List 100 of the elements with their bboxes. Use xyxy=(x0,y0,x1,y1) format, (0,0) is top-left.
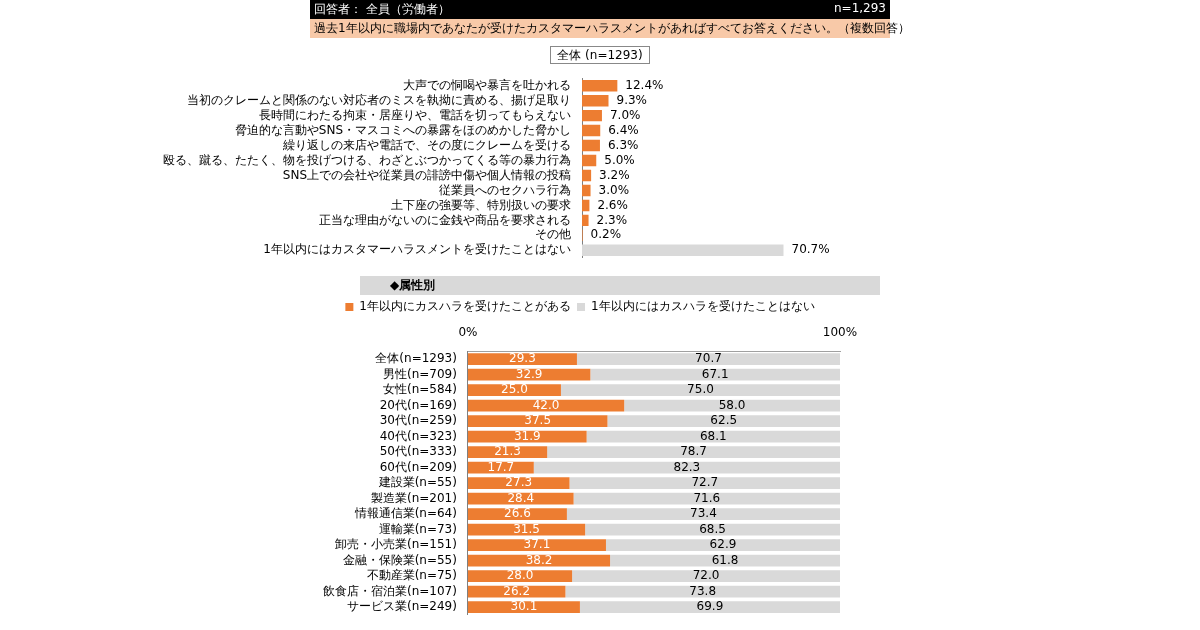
bar xyxy=(467,399,625,412)
data-label: 61.8 xyxy=(711,552,739,567)
y-tick-label: 1年以内にはカスタマーハラスメントを受けたことはない xyxy=(263,242,571,257)
y-tick-label: 従業員へのセクハラ行為 xyxy=(439,182,571,197)
y-tick-label: 長時間にわたる拘束・居座りや、電話を切ってもらえない xyxy=(259,107,571,122)
bar xyxy=(624,399,840,412)
data-label: 58.0 xyxy=(718,397,746,412)
data-label: 71.6 xyxy=(693,490,721,505)
data-label: 31.9 xyxy=(513,428,541,443)
y-tick-label: 30代(n=259) xyxy=(379,413,457,428)
data-label: 6.4% xyxy=(608,122,639,137)
bar xyxy=(582,214,589,227)
bar xyxy=(467,461,534,474)
y-tick-label: 卸売・小売業(n=151) xyxy=(334,537,457,552)
bar xyxy=(569,477,840,490)
y-tick-label: 情報通信業(n=64) xyxy=(353,506,457,521)
bar xyxy=(582,79,618,92)
y-tick-label: 正当な理由がないのに金銭や商品を要求される xyxy=(319,212,571,227)
y-tick-label: 全体(n=1293) xyxy=(375,351,457,366)
data-label: 28.0 xyxy=(506,568,534,583)
bar xyxy=(582,139,600,152)
data-label: 72.0 xyxy=(692,568,720,583)
chart-title: ◆属性別 xyxy=(360,276,880,295)
data-label: 2.6% xyxy=(597,197,628,212)
bar xyxy=(467,368,591,381)
y-tick-label: 土下座の強要等、特別扱いの要求 xyxy=(391,197,571,212)
bar xyxy=(467,430,587,443)
data-label: 27.3 xyxy=(505,475,533,490)
y-tick-label: 脅迫的な言動やSNS・マスコミへの暴露をほのめかした脅かし xyxy=(234,122,571,137)
chart-title: 全体 (n=1293) xyxy=(550,46,650,64)
bar xyxy=(585,523,840,536)
bar xyxy=(582,184,591,197)
bar xyxy=(467,446,548,459)
data-label: 62.9 xyxy=(709,537,737,552)
bar xyxy=(467,539,606,551)
bar xyxy=(467,508,567,521)
text: 回答者： 全員（労働者） xyxy=(314,1,450,18)
y-tick-label: サービス業(n=249) xyxy=(346,599,457,614)
data-label: 37.5 xyxy=(524,413,552,428)
data-label: 70.7% xyxy=(791,242,830,257)
data-label: 29.3 xyxy=(509,351,536,366)
bar xyxy=(573,492,840,505)
data-label: 7.0% xyxy=(609,107,641,122)
y-tick-label: 男性(n=709) xyxy=(382,366,457,381)
y-tick-label: 金融・保険業(n=55) xyxy=(342,552,457,567)
data-label: 73.8 xyxy=(689,583,717,598)
bar xyxy=(560,384,840,397)
bar xyxy=(533,461,840,474)
y-tick-label: SNS上での会社や従業員の誹謗中傷や個人情報の投稿 xyxy=(282,167,571,182)
data-label: 12.4% xyxy=(625,77,664,92)
data-label: 70.7 xyxy=(695,351,722,366)
y-tick-label: 飲食店・宿泊業(n=107) xyxy=(322,583,457,598)
data-label: 75.0 xyxy=(687,382,714,397)
data-label: 42.0 xyxy=(532,397,560,412)
data-label: 78.7 xyxy=(680,444,707,459)
data-label: 68.1 xyxy=(699,428,727,443)
bar xyxy=(582,94,609,107)
bar xyxy=(467,477,570,490)
data-label: 72.7 xyxy=(691,475,719,490)
data-label: 30.1 xyxy=(510,599,538,614)
bar xyxy=(582,169,592,182)
y-tick-label: 大声での恫喝や暴言を吐かれる xyxy=(403,77,571,92)
data-label: 31.5 xyxy=(513,521,540,536)
bar xyxy=(467,415,608,428)
data-label: 69.9 xyxy=(696,599,724,614)
data-label: 73.4 xyxy=(690,506,717,521)
bar xyxy=(586,430,840,443)
bar xyxy=(467,570,573,582)
bar xyxy=(467,601,580,613)
text: 過去1年以内に職場内であなたが受けたカスタマーハラスメントがあればすべてお答えください。（複数回答） xyxy=(313,20,910,37)
bar xyxy=(605,539,840,551)
bar xyxy=(467,492,574,505)
data-label: 3.0% xyxy=(598,182,630,197)
data-label: 32.9 xyxy=(515,366,543,381)
data-label: 62.5 xyxy=(710,413,738,428)
x-tick-label: 0% xyxy=(458,325,478,340)
bar xyxy=(579,601,840,613)
data-label: 26.6 xyxy=(504,506,531,521)
y-tick-label: 製造業(n=201) xyxy=(370,490,457,505)
bar xyxy=(582,199,590,212)
bar xyxy=(566,508,840,521)
y-tick-label: 当初のクレームと関係のない対応者のミスを執拗に責める、揚げ足取り xyxy=(187,92,571,107)
data-label: 68.5 xyxy=(699,521,726,536)
data-label: 5.0% xyxy=(604,152,635,167)
data-label: 0.2% xyxy=(590,227,622,242)
y-tick-label: 建設業(n=55) xyxy=(377,475,457,490)
bar xyxy=(467,523,586,536)
text: n=1,293 xyxy=(833,1,886,17)
y-tick-label: 60代(n=209) xyxy=(379,459,457,474)
y-tick-label: 殴る、蹴る、たたく、物を投げつける、わざとぶつかってくる等の暴力行為 xyxy=(163,152,571,167)
data-label: 38.2 xyxy=(525,552,553,567)
data-label: 28.4 xyxy=(507,490,535,505)
bar xyxy=(582,154,597,167)
data-label: 26.2 xyxy=(503,583,531,598)
data-label: 37.1 xyxy=(523,537,551,552)
data-label: 6.3% xyxy=(607,137,639,152)
y-tick-label: 不動産業(n=75) xyxy=(366,568,457,583)
x-tick-label: 100% xyxy=(822,325,858,340)
bar xyxy=(572,570,840,582)
bar xyxy=(576,353,840,366)
